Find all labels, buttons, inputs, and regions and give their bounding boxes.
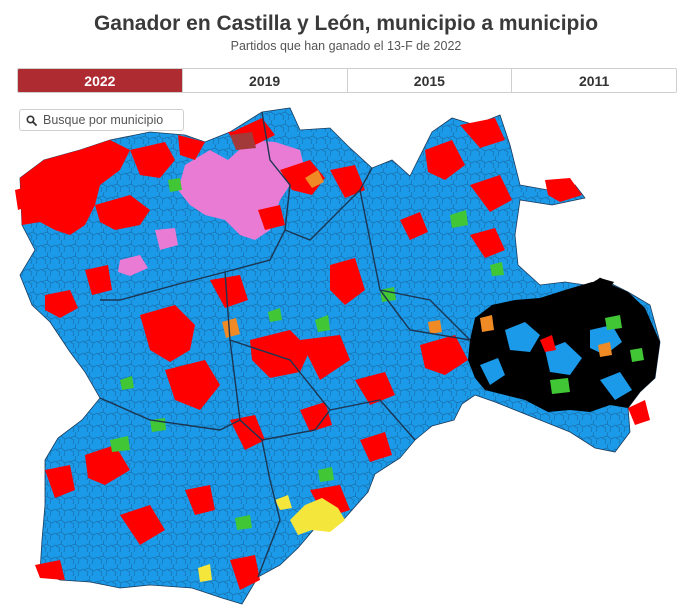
tab-2019[interactable]: 2019 <box>181 69 347 92</box>
page-title: Ganador en Castilla y León, municipio a … <box>93 12 599 35</box>
tab-2022[interactable]: 2022 <box>18 69 182 92</box>
tab-2015[interactable]: 2015 <box>346 69 512 92</box>
psoe-municipalities[interactable] <box>20 118 650 590</box>
tab-2011[interactable]: 2011 <box>511 69 676 92</box>
page-subtitle: Partidos que han ganado el 13-F de 2022 <box>230 39 462 53</box>
search-icon <box>26 114 37 126</box>
year-tabs: 2022 2019 2015 2011 <box>17 68 677 93</box>
xav-municipalities[interactable] <box>198 495 345 582</box>
cs-municipalities[interactable] <box>222 170 612 357</box>
province-borders <box>99 111 471 578</box>
search-input[interactable] <box>41 112 180 128</box>
vox-municipalities[interactable] <box>110 178 644 530</box>
municipality-map[interactable] <box>0 100 692 610</box>
leon-dark-red <box>230 132 256 150</box>
municipality-search <box>19 109 184 131</box>
soria-black-north <box>588 278 614 295</box>
